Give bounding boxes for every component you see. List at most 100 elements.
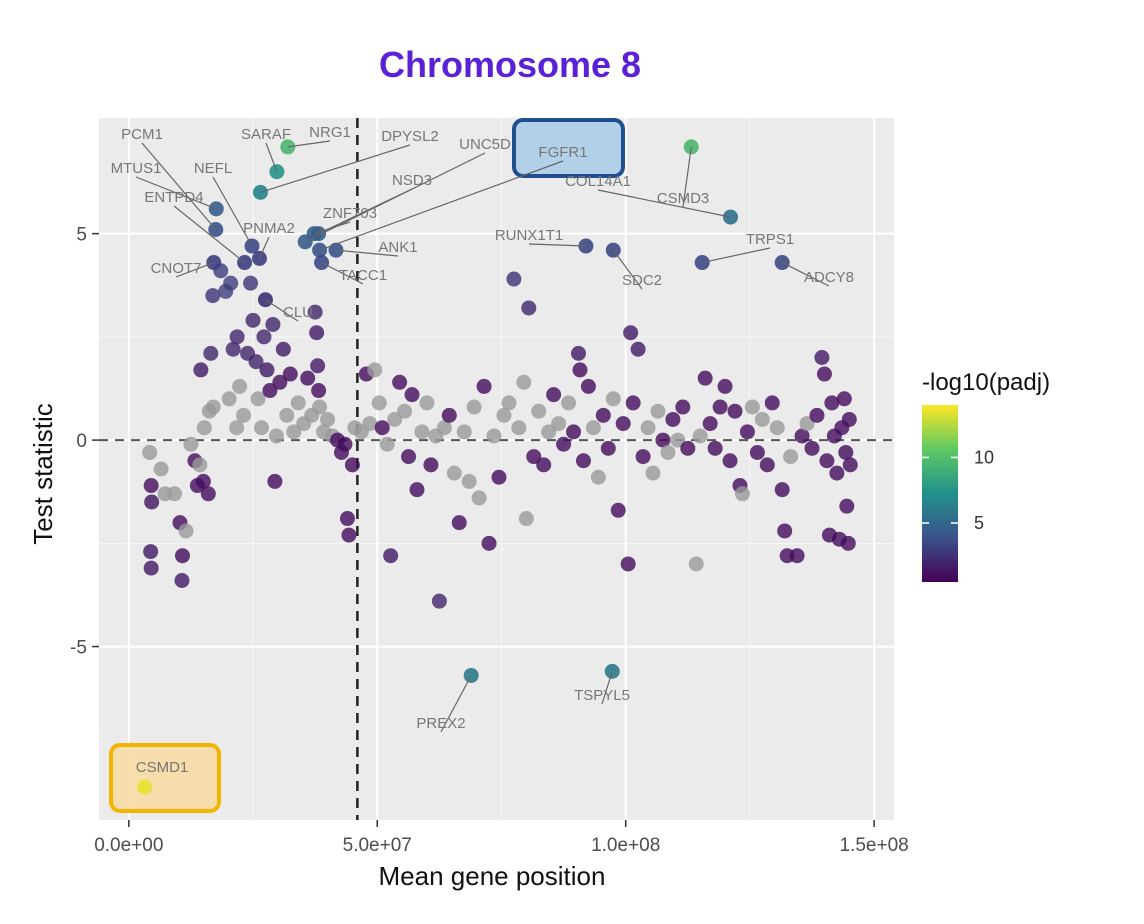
leader-line [265, 299, 299, 322]
data-point [620, 556, 636, 572]
data-point [236, 407, 252, 423]
data-point [774, 482, 790, 498]
x-axis-title: Mean gene position [379, 861, 606, 891]
data-point [824, 395, 840, 411]
gene-label-trps1: TRPS1 [746, 231, 794, 248]
legend: -log10(padj) 5 10 [922, 369, 1050, 582]
data-point [174, 548, 190, 564]
data-point [262, 383, 278, 399]
data-point [794, 428, 810, 444]
data-point [595, 407, 611, 423]
data-point [203, 345, 219, 361]
x-tick-label: 1.5e+08 [840, 835, 909, 856]
data-point [404, 387, 420, 403]
data-point [777, 523, 793, 539]
legend-tick-label: 10 [974, 447, 994, 467]
data-point [531, 403, 547, 419]
data-point [414, 424, 430, 440]
data-point [367, 362, 383, 378]
x-tick-label: 1.0e+08 [591, 835, 660, 856]
data-point [245, 312, 261, 328]
data-point [506, 271, 522, 287]
data-point [307, 304, 323, 320]
data-point [153, 461, 169, 477]
data-point [660, 444, 676, 460]
data-point [615, 416, 631, 432]
legend-tick-label: 5 [974, 513, 984, 533]
data-point [229, 420, 245, 436]
data-point [221, 391, 237, 407]
data-point [600, 440, 616, 456]
data-point [409, 482, 425, 498]
gene-label-ank1: ANK1 [378, 239, 417, 256]
data-point [243, 275, 259, 291]
data-point [575, 453, 591, 469]
y-axis-title: Test statistic [28, 403, 58, 545]
data-point [491, 469, 507, 485]
data-point [799, 416, 815, 432]
y-tick-label: 0 [76, 431, 87, 452]
leader-line [212, 176, 253, 247]
data-point [511, 420, 527, 436]
data-point [205, 399, 221, 415]
data-point [580, 378, 596, 394]
data-point [702, 416, 718, 432]
data-point-csmd1 [137, 779, 153, 795]
data-point [840, 535, 856, 551]
data-point [143, 560, 159, 576]
data-point [556, 436, 572, 452]
leader-line [601, 671, 613, 705]
data-point [387, 411, 403, 427]
chart-title: Chromosome 8 [379, 44, 641, 85]
gene-label-pnma2: PNMA2 [243, 220, 295, 237]
data-point [272, 374, 288, 390]
data-point [516, 374, 532, 390]
data-point [196, 420, 212, 436]
data-point [722, 453, 738, 469]
data-point [561, 395, 577, 411]
data-point [142, 444, 158, 460]
leader-line [321, 261, 364, 285]
data-point [623, 325, 639, 341]
reference-lines [99, 118, 894, 820]
gene-label-runx1t1: RUNX1T1 [495, 227, 563, 244]
data-point [225, 341, 241, 357]
legend-colorbar [922, 405, 958, 582]
data-point [566, 424, 582, 440]
data-point [446, 465, 462, 481]
data-point [397, 403, 413, 419]
data-point [451, 515, 467, 531]
gene-label-saraf: SARAF [241, 126, 291, 143]
data-point [727, 403, 743, 419]
data-point [783, 449, 799, 465]
data-point [320, 411, 336, 427]
data-point [436, 420, 452, 436]
gene-label-cnot7: CNOT7 [151, 260, 202, 277]
data-point [572, 362, 588, 378]
data-point [526, 449, 542, 465]
data-point [267, 473, 283, 489]
leader-line [175, 261, 214, 278]
legend-title: -log10(padj) [922, 369, 1050, 396]
data-point [518, 511, 534, 527]
data-point [167, 486, 183, 502]
data-point [279, 407, 295, 423]
gene-label-znf703: ZNF703 [323, 205, 377, 222]
gene-label-sdc2: SDC2 [622, 272, 662, 289]
data-point [481, 535, 497, 551]
data-point [268, 428, 284, 444]
data-point [200, 486, 216, 502]
data-point [697, 370, 713, 386]
data-point [265, 316, 281, 332]
data-point [419, 395, 435, 411]
data-point [232, 378, 248, 394]
data-point [275, 341, 291, 357]
data-point [486, 428, 502, 444]
data-point [143, 478, 159, 494]
data-point [205, 288, 221, 304]
data-point [819, 453, 835, 469]
data-point [665, 411, 681, 427]
data-point [838, 444, 854, 460]
gene-label-pcm1: PCM1 [121, 126, 163, 143]
data-point [501, 395, 517, 411]
